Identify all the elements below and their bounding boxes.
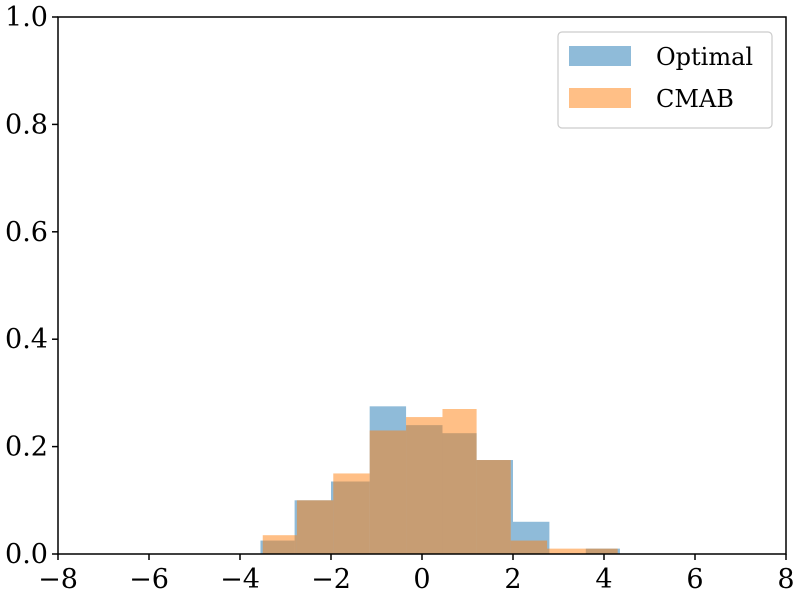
x-tick-label: 8 [777, 564, 794, 595]
y-tick-label: 0.0 [5, 539, 48, 570]
y-axis: 0.0 0.2 0.4 0.6 0.8 1.0 [5, 2, 58, 570]
bar-cmab-2 [333, 473, 370, 554]
y-tick-label: 0.8 [5, 109, 48, 140]
legend-swatch-optimal [569, 46, 631, 66]
x-axis: −8 −6 −4 −2 0 2 4 6 8 [38, 554, 795, 595]
bar-cmab-9 [583, 548, 618, 554]
y-tick-label: 1.0 [5, 2, 48, 33]
x-tick-label: −8 [38, 564, 78, 595]
x-tick-label: −4 [220, 564, 260, 595]
y-tick-label: 0.6 [5, 217, 48, 248]
bar-cmab-5 [442, 409, 477, 554]
legend: Optimal CMAB [557, 31, 773, 129]
y-tick-label: 0.2 [5, 432, 48, 463]
y-tick-label: 0.4 [5, 324, 48, 355]
bar-cmab-3 [369, 430, 407, 554]
x-tick-label: 4 [595, 564, 612, 595]
bar-cmab-6 [476, 460, 511, 554]
x-tick-label: −2 [311, 564, 351, 595]
bar-cmab-8 [547, 548, 584, 554]
histogram-bars [260, 406, 620, 554]
legend-label-cmab: CMAB [656, 85, 734, 113]
bar-cmab-4 [406, 417, 443, 554]
bar-cmab-7 [510, 540, 548, 554]
x-tick-label: 2 [504, 564, 521, 595]
x-tick-label: −6 [129, 564, 169, 595]
x-tick-label: 0 [413, 564, 430, 595]
bar-cmab-0 [262, 535, 297, 554]
bar-cmab-1 [296, 500, 334, 554]
legend-swatch-cmab [569, 88, 631, 108]
legend-label-optimal: Optimal [656, 43, 753, 71]
x-tick-label: 6 [686, 564, 703, 595]
